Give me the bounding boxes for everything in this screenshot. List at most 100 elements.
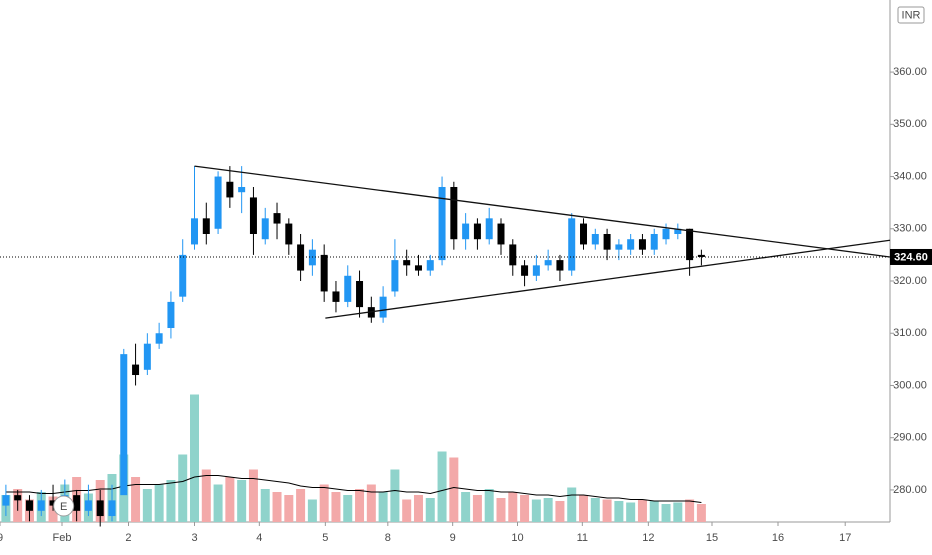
candle-body (84, 500, 92, 511)
volume-bar (248, 469, 258, 522)
volume-bar (508, 492, 518, 522)
candle-body (155, 333, 163, 344)
volume-bar (178, 454, 188, 522)
y-tick-label: 290.00 (893, 432, 927, 444)
volume-bar (520, 495, 530, 522)
x-tick-label: 9 (0, 532, 3, 544)
volume-bar (390, 469, 400, 522)
volume-bar (649, 501, 659, 522)
candle-body (297, 244, 305, 271)
x-tick-label: 4 (256, 532, 262, 544)
volume-bar (402, 499, 412, 522)
candle-body (14, 495, 22, 501)
volume-bar (343, 495, 353, 522)
last-price-box (890, 248, 932, 265)
candle-body (120, 354, 128, 496)
x-tick-label: 15 (706, 532, 718, 544)
candle-body (332, 291, 340, 302)
candle-body (191, 218, 199, 245)
candle-body (591, 233, 599, 245)
volume-bar (260, 489, 270, 522)
volume-bar (437, 451, 447, 522)
volume-bar (484, 489, 494, 522)
x-tick-label: 9 (450, 532, 456, 544)
volume-bar (425, 498, 435, 522)
candle-body (403, 260, 411, 266)
candle-body (2, 495, 10, 506)
y-tick-label: 350.00 (893, 118, 927, 130)
trendline (194, 165, 891, 258)
candle-body (167, 301, 175, 329)
candle-body (485, 218, 493, 240)
candle-body (662, 228, 670, 240)
candle-body (556, 260, 564, 271)
candle-body (544, 260, 552, 266)
x-tick-label: 11 (577, 532, 588, 544)
y-tick-label: 320.00 (893, 275, 927, 287)
trendline (325, 239, 891, 319)
volume-bar (461, 492, 471, 522)
event-marker (53, 495, 75, 517)
x-tick-label: 8 (385, 532, 391, 544)
volume-bar (496, 498, 506, 522)
candle-body (320, 254, 328, 292)
candle-body (73, 495, 81, 511)
candle-body (226, 181, 234, 198)
candle-body (615, 244, 623, 250)
candle-body (25, 500, 33, 511)
y-tick-label: 300.00 (893, 379, 927, 391)
volume-bar (378, 492, 388, 522)
candle-body (580, 223, 588, 245)
candle-body (261, 218, 269, 240)
candle-body (179, 254, 187, 297)
x-tick-label: 10 (511, 532, 523, 544)
volume-bar (225, 477, 235, 522)
volume-bar (472, 495, 482, 522)
candle-body (438, 186, 446, 261)
candle-body (249, 197, 257, 234)
candle-body (108, 500, 116, 517)
volume-bar (142, 489, 152, 522)
currency-box (897, 6, 925, 24)
y-tick-label: 340.00 (893, 170, 927, 182)
volume-bar (284, 495, 294, 522)
candle-body (473, 223, 481, 240)
volume-bar (685, 499, 695, 522)
candle-body (202, 218, 210, 234)
volume-bar (543, 498, 553, 522)
x-tick-label: 2 (125, 532, 131, 544)
candle-body (568, 218, 576, 271)
candle-body (214, 176, 222, 229)
volume-bar (637, 499, 647, 522)
candle-body (686, 228, 694, 261)
candle-body (450, 186, 458, 240)
candle-body (308, 249, 316, 266)
x-tick-label: 5 (322, 532, 328, 544)
x-tick-label: 12 (642, 532, 654, 544)
candle-body (426, 260, 434, 271)
volume-bar (307, 499, 317, 522)
volume-bar (590, 498, 600, 522)
volume-bar (213, 484, 223, 522)
volume-bar (579, 495, 589, 522)
volume-bar (449, 457, 459, 522)
candle-body (356, 281, 364, 308)
volume-bar (190, 394, 200, 522)
volume-bar (331, 492, 341, 522)
volume-bar (131, 477, 141, 522)
candle-body (37, 500, 45, 511)
candle-body (49, 500, 57, 506)
candle-body (674, 228, 682, 234)
y-tick-label: 310.00 (893, 327, 927, 339)
volume-bar (602, 499, 612, 522)
volume-bar (154, 484, 164, 522)
x-tick-label: Feb (53, 532, 72, 544)
volume-bar (272, 492, 282, 522)
candle-body (603, 233, 611, 250)
volume-bar (366, 484, 376, 522)
candle-body (273, 213, 281, 224)
volume-bar (673, 502, 683, 522)
candle-body (238, 186, 246, 193)
x-tick-label: 17 (839, 532, 851, 544)
candle-body (391, 260, 399, 292)
